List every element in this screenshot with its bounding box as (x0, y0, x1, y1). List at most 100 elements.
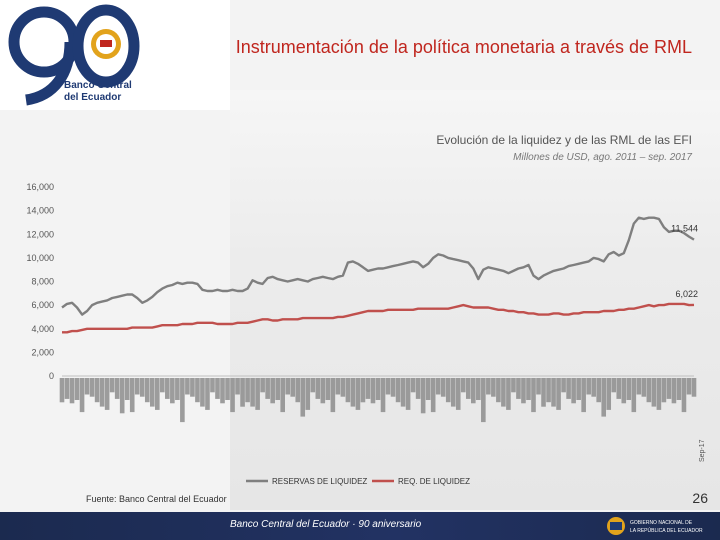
x-tick-label (511, 378, 516, 393)
x-tick-label (205, 378, 210, 410)
page-number: 26 (692, 490, 708, 506)
x-tick-label (415, 378, 421, 399)
x-tick-label (230, 378, 235, 413)
legend-label: REQ. DE LIQUIDEZ (398, 477, 470, 486)
x-tick-label (114, 378, 120, 399)
x-tick-label (676, 378, 682, 400)
x-tick-label (450, 378, 456, 407)
x-tick-label (315, 378, 321, 399)
logo-nine-tail (24, 41, 76, 106)
x-tick-label (531, 378, 536, 413)
x-tick-label (546, 378, 551, 403)
data-label: 6,022 (675, 289, 698, 299)
x-tick-label (516, 378, 521, 399)
x-tick-label (636, 378, 642, 395)
x-tick-label (190, 378, 195, 397)
x-tick-label (195, 378, 200, 403)
x-tick-label (160, 378, 165, 393)
data-label: 11,544 (671, 224, 698, 234)
x-tick-label (486, 378, 491, 395)
x-tick-label (455, 378, 461, 410)
x-tick-label (185, 378, 190, 395)
x-tick-label (84, 378, 90, 395)
chart-legend: RESERVAS DE LIQUIDEZ REQ. DE LIQUIDEZ (246, 477, 470, 486)
x-tick-label (481, 378, 486, 423)
x-tick-label (410, 378, 416, 393)
x-tick-label (576, 378, 581, 400)
legend-label: RESERVAS DE LIQUIDEZ (272, 477, 367, 486)
government-logo: GOBIERNO NACIONAL DE LA REPÚBLICA DEL EC… (607, 517, 703, 535)
x-tick-label (79, 378, 85, 413)
logo-text-line2: del Ecuador (64, 92, 121, 103)
x-tick-label (375, 378, 381, 400)
x-tick-label (290, 378, 296, 397)
x-tick-label (491, 378, 496, 397)
gov-text-line2: LA REPÚBLICA DEL ECUADOR (630, 527, 703, 534)
footer-banner-text: Banco Central del Ecuador · 90 aniversar… (230, 519, 422, 530)
x-tick-label (215, 378, 220, 399)
y-tick-label: 16,000 (26, 182, 54, 192)
x-tick-label (621, 378, 627, 404)
x-tick-label (556, 378, 561, 410)
x-tick-label (275, 378, 280, 400)
x-tick-label (551, 378, 556, 407)
x-tick-label (300, 378, 306, 417)
x-tick-label (496, 378, 501, 403)
x-tick-label (265, 378, 270, 399)
bce-90-anniversary-logo: Banco Central del Ecuador (8, 4, 140, 106)
x-tick-label (305, 378, 311, 410)
x-tick-label (405, 378, 411, 410)
y-tick-label: 8,000 (31, 277, 54, 287)
x-tick-label (225, 378, 230, 400)
x-tick-label (134, 378, 140, 395)
x-tick-label (129, 378, 135, 413)
x-tick-label (360, 378, 366, 403)
x-tick-label (149, 378, 155, 407)
x-tick-label (626, 378, 632, 400)
gov-text-line1: GOBIERNO NACIONAL DE (630, 520, 693, 526)
x-tick-label (295, 378, 301, 403)
x-tick-label (390, 378, 396, 397)
x-tick-label (465, 378, 471, 399)
x-tick-label (144, 378, 150, 403)
x-tick-label (671, 378, 677, 404)
x-tick-label (320, 378, 326, 404)
y-tick-label: 4,000 (31, 324, 54, 334)
y-tick-label: 6,000 (31, 300, 54, 310)
x-tick-label (541, 378, 546, 407)
x-tick-label (59, 378, 65, 403)
y-tick-label: 14,000 (26, 206, 54, 216)
x-tick-label (476, 378, 481, 400)
ecuador-coat-of-arms-icon (607, 517, 625, 535)
chart-title: Evolución de la liquidez y de las RML de… (436, 133, 692, 147)
slide-title: Instrumentación de la política monetaria… (235, 37, 692, 57)
x-tick-label (350, 378, 356, 407)
x-tick-label (606, 378, 612, 410)
x-last-tick-label: Sep-17 (699, 439, 706, 462)
x-tick-label (641, 378, 647, 397)
x-tick-label (591, 378, 596, 397)
x-tick-label (631, 378, 637, 413)
footer-banner: Banco Central del Ecuador · 90 aniversar… (0, 512, 720, 540)
x-tick-label (616, 378, 622, 399)
y-tick-label: 10,000 (26, 253, 54, 263)
x-axis: Sep-17 (59, 375, 706, 462)
x-tick-label (365, 378, 371, 399)
x-tick-label (109, 378, 115, 393)
x-tick-label (400, 378, 406, 407)
x-tick-label (355, 378, 361, 410)
x-tick-label (536, 378, 541, 395)
x-tick-label (64, 378, 70, 399)
sun-seal-icon (91, 29, 121, 59)
y-tick-label: 12,000 (26, 229, 54, 239)
x-tick-label (69, 378, 75, 404)
logo-text-line1: Banco Central (64, 80, 132, 91)
series-line-requerimiento (62, 302, 695, 334)
x-tick-label (345, 378, 351, 403)
x-tick-label (385, 378, 391, 395)
x-tick-label (506, 378, 511, 410)
liquidity-line-chart: 0 2,000 4,000 6,000 8,000 10,000 12,000 14,000 1… (26, 182, 706, 486)
x-tick-label (245, 378, 250, 403)
x-tick-label (460, 378, 466, 393)
x-tick-label (240, 378, 245, 407)
